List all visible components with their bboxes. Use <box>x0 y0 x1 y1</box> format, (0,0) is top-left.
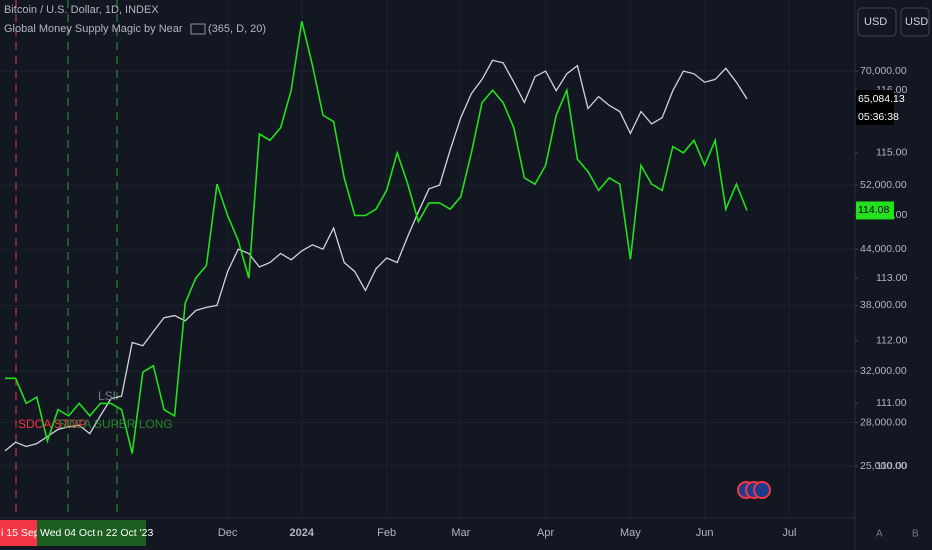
y-tick-label: 32,000.00 <box>860 365 907 377</box>
currency-button[interactable] <box>857 7 897 37</box>
marker-badge <box>96 520 146 546</box>
currency-button-label[interactable]: USD <box>905 16 928 28</box>
y-tick-label: 70,000.00 <box>860 65 907 77</box>
annotation: SDCA SUPER LONG <box>58 417 173 431</box>
x-tick-label: Jun <box>696 527 714 539</box>
last-value-badge <box>856 90 894 109</box>
y-tick-label: 38,000.00 <box>860 299 907 311</box>
y-tick-label: 44,000.00 <box>860 243 907 255</box>
symbol-title: Bitcoin / U.S. Dollar, 1D, INDEX <box>4 4 159 16</box>
x-tick-label: Jul <box>782 527 796 539</box>
indicator-params: (365, D, 20) <box>208 23 266 35</box>
marker-badge <box>0 520 37 546</box>
y2-tick-label: 111.00 <box>876 397 907 409</box>
y-tick-label: 52,000.00 <box>860 179 907 191</box>
flag-icon <box>190 23 206 35</box>
indicator-title: Global Money Supply Magic by Near <box>4 23 183 35</box>
series-line <box>5 21 748 454</box>
x-tick-label: Feb <box>377 527 396 539</box>
x-tick-label: Dec <box>218 527 238 539</box>
countdown-label: 05:36:38 <box>858 111 899 123</box>
marker-badge <box>37 520 96 546</box>
marker-label: n 22 Oct '23 <box>97 527 153 539</box>
last-value-label: 114.08 <box>858 204 889 216</box>
currency-button-label[interactable]: USD <box>864 16 887 28</box>
last-value-label: 65,084.13 <box>858 93 905 105</box>
y2-tick-label: 112.00 <box>876 335 907 347</box>
x-tick-label: May <box>620 527 641 539</box>
series-line <box>4 59 748 452</box>
x-tick-label: 2024 <box>290 527 315 539</box>
countdown-badge <box>856 108 894 126</box>
currency-button[interactable] <box>900 7 930 37</box>
y2-tick-label: 113.00 <box>876 272 907 284</box>
y-tick-label: 28,000.00 <box>860 416 907 428</box>
x-tick-label: Mar <box>451 527 470 539</box>
annotation: LSI <box>98 389 116 403</box>
y2-tick-label: 115.00 <box>876 147 907 159</box>
plot <box>4 21 748 454</box>
x-tick-label: Apr <box>537 527 554 539</box>
y-tick-label: 25,000.00 <box>860 460 907 472</box>
flags-icon <box>737 481 771 499</box>
corner-label[interactable]: B <box>912 529 919 540</box>
last-value-badge <box>856 201 894 220</box>
corner-label[interactable]: A <box>876 529 883 540</box>
axes: 25,000.00 28,000.00 32,000.00 38,000.00 44,0… <box>218 65 908 539</box>
y2-tick-label: 110.00 <box>876 460 907 472</box>
annotation: SDCA STOP <box>18 417 86 431</box>
marker-label: Wed 04 Oct '23 <box>40 527 112 539</box>
